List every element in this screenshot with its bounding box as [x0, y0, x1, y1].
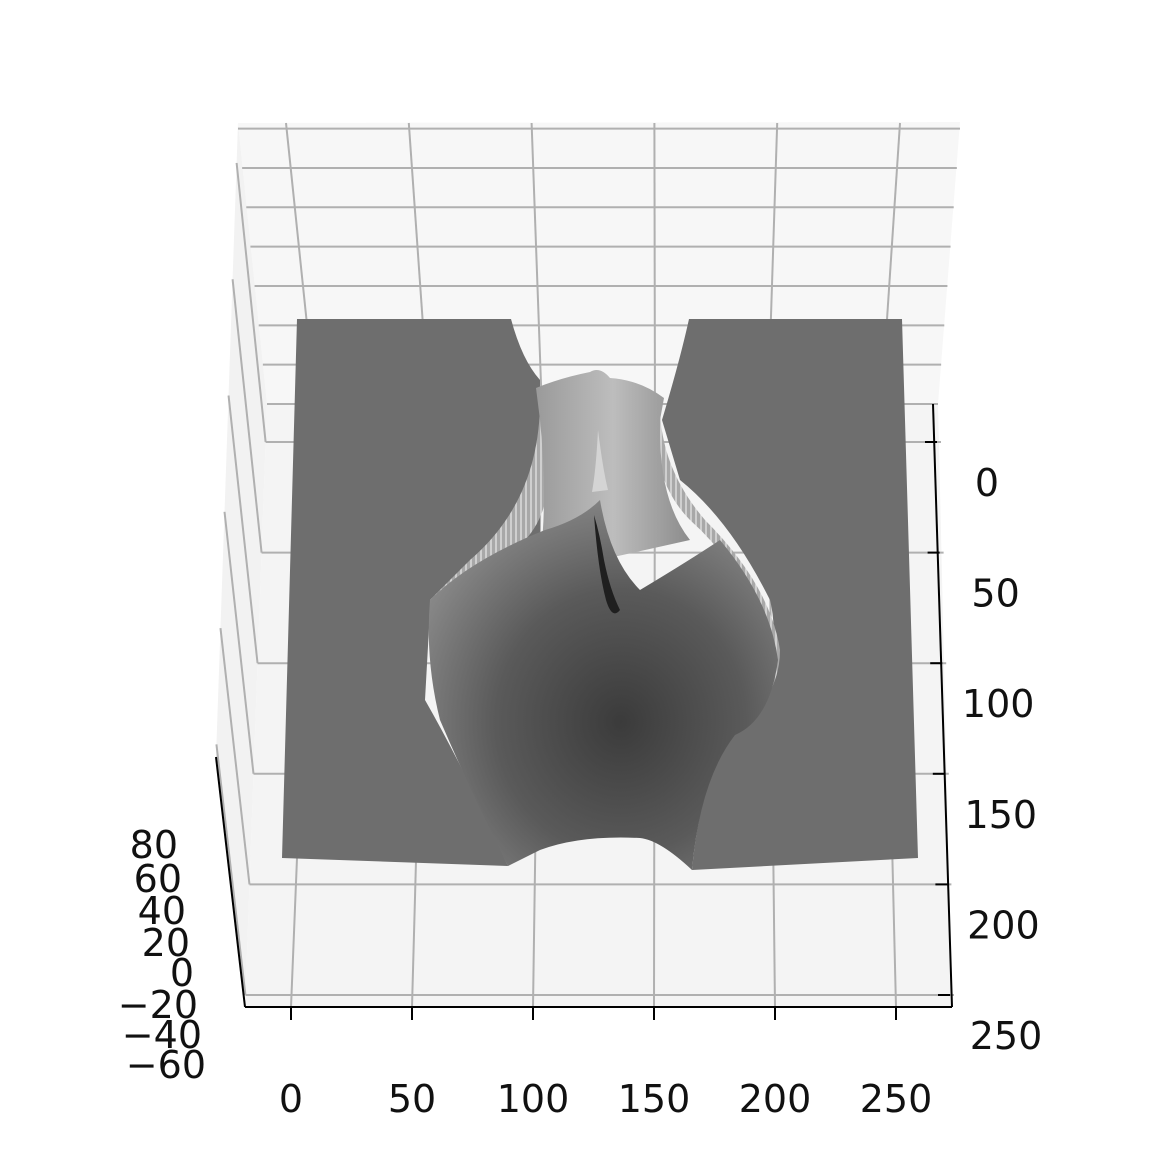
- y-tick-label: 150: [965, 793, 1038, 837]
- y-tick-label: 100: [962, 682, 1035, 726]
- y-axis-ticks: 0 50 100 150 200 250: [925, 441, 1043, 1058]
- x-axis-ticks: 0 50 100 150 200 250: [279, 1007, 932, 1121]
- grid-line-side: [231, 279, 263, 553]
- x-tick-label: 200: [739, 1077, 812, 1121]
- z-tick-label: 0: [170, 951, 194, 995]
- x-tick-label: 150: [618, 1077, 691, 1121]
- surface-ridge: [594, 515, 620, 614]
- grid-line-side: [215, 744, 247, 996]
- y-axis-line: [932, 403, 953, 1008]
- z-tick-label: 80: [130, 823, 178, 867]
- axes: [215, 403, 953, 1008]
- z-axis-line: [215, 756, 246, 1008]
- z-tick-label: 60: [134, 857, 182, 901]
- surface-spike: [592, 430, 608, 492]
- x-tick-label: 250: [860, 1077, 933, 1121]
- z-tick-label: −60: [126, 1043, 206, 1087]
- side-pane: [216, 123, 267, 1007]
- surface-flat-plateau: [282, 319, 918, 870]
- surface-neck: [536, 370, 690, 560]
- y-tick-label: 250: [970, 1014, 1043, 1058]
- grid-line-x-back: [530, 122, 543, 405]
- x-tick-label: 50: [388, 1077, 436, 1121]
- z-tick-label: 20: [142, 921, 190, 965]
- y-tick-label: 200: [967, 903, 1040, 947]
- surface: [282, 319, 918, 870]
- grid-line-side: [235, 162, 267, 443]
- x-tick-label: 0: [279, 1077, 303, 1121]
- y-tick-label: 0: [975, 461, 999, 505]
- grid-line-x-back: [653, 122, 656, 405]
- y-tick-label: 50: [971, 572, 1019, 616]
- grid-line-side: [223, 511, 255, 774]
- z-tick-label: 40: [138, 889, 186, 933]
- z-tick-label: −40: [122, 1013, 202, 1057]
- surface-body: [428, 500, 778, 870]
- grid-line-side: [227, 395, 259, 664]
- grid-line-side: [219, 627, 251, 885]
- z-tick-label: −20: [118, 983, 198, 1027]
- x-tick-label: 100: [497, 1077, 570, 1121]
